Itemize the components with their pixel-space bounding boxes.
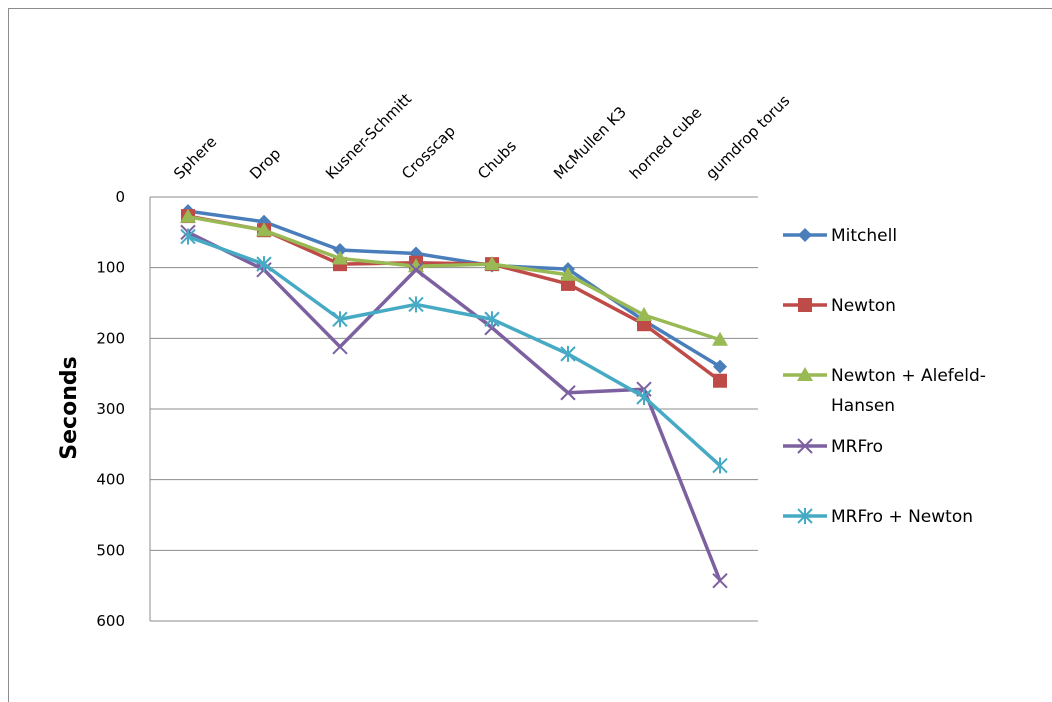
series-mrfro-newton [180,228,728,474]
series-line [187,215,721,342]
category-label: McMullen K3 [550,103,630,183]
data-point [332,311,348,328]
chart-frame: 0 100 200 300 400 500 600 Sphere Drop Kusner-Sch… [8,8,1052,702]
data-point [560,345,576,362]
legend-label: Hansen [831,396,895,416]
gridlines [149,196,758,622]
data-point [408,296,424,313]
legend: Mitchell Newton Newton + Alefeld- Hansen MRF… [783,226,986,527]
legend-label: Mitchell [831,226,897,246]
category-label: gumdrop torus [702,91,793,182]
legend-marker [797,508,813,524]
category-label: Sphere [170,133,220,183]
category-label: Crosscap [398,122,459,183]
data-point [256,222,272,237]
data-point [333,243,347,257]
data-point [332,250,348,265]
legend-item: Newton + Alefeld- Hansen [783,366,986,416]
legend-label: MRFro + Newton [831,507,973,527]
legend-label: MRFro [831,437,883,457]
series-line [187,209,721,369]
data-point [713,359,727,374]
y-axis-label: Seconds [57,356,82,459]
data-point [484,311,500,328]
series-mrfro [180,224,728,589]
y-tick-label: 400 [96,471,125,489]
series-newton-alefeld-hansen [180,208,728,346]
legend-label: Newton [831,296,896,316]
y-tick-label: 100 [96,259,125,277]
legend-item: Mitchell [783,226,897,246]
data-point [712,573,728,589]
data-point [712,457,728,474]
legend-marker [798,228,812,242]
series-group [180,204,728,589]
category-label: Drop [246,145,284,183]
legend-item: Newton [783,296,896,316]
data-point [256,256,272,273]
data-point [408,262,424,278]
y-tick-label: 300 [96,400,125,418]
data-point [180,208,196,223]
y-tick-label: 500 [96,541,125,559]
data-point [636,388,652,405]
y-tick-label: 0 [115,188,125,206]
data-point [712,331,728,346]
series-line [187,234,722,467]
category-label: Chubs [474,137,520,183]
legend-marker [798,298,812,312]
data-point [636,307,652,322]
legend-marker [797,438,813,454]
legend-label: Newton + Alefeld- [831,366,986,386]
data-point [180,228,196,245]
category-label: horned cube [626,104,705,183]
y-tick-label: 200 [96,329,125,347]
data-point [713,373,727,388]
data-point [408,258,424,273]
legend-item: MRFro [783,437,883,457]
y-axis-ticks: 0 100 200 300 400 500 600 [96,188,125,630]
legend-item: MRFro + Newton [783,507,973,527]
y-tick-label: 600 [96,612,125,630]
series-line [187,230,722,582]
data-point [332,339,348,355]
data-point [560,385,576,401]
data-point [484,256,500,271]
data-point [560,266,576,281]
legend-marker [797,367,813,381]
